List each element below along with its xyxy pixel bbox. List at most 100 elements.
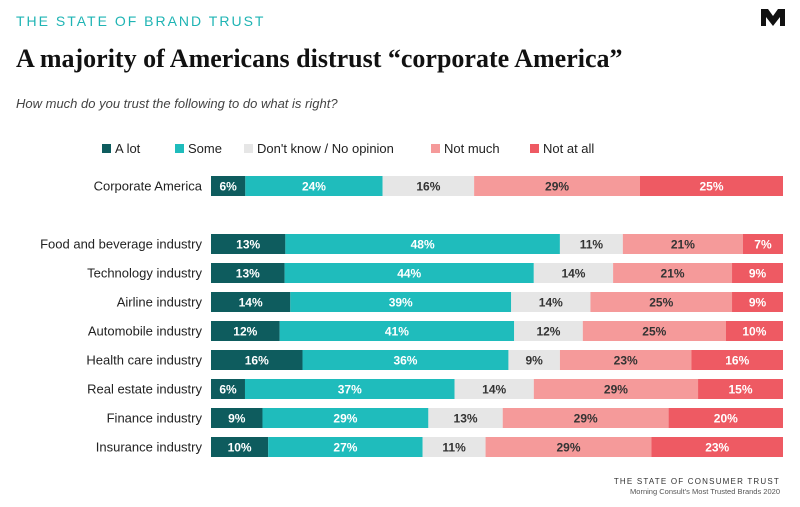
bar-segment-corporate-america-a-lot xyxy=(211,176,246,196)
data-label-technology-industry-a-lot: 13% xyxy=(236,267,260,281)
morning-consult-logo xyxy=(761,9,785,26)
legend-swatch-not-at-all xyxy=(530,144,539,153)
legend-label-not-much: Not much xyxy=(444,141,500,156)
category-label-airline-industry: Airline industry xyxy=(117,295,203,310)
data-label-corporate-america-not-at-all: 25% xyxy=(699,180,723,194)
category-label-automobile-industry: Automobile industry xyxy=(88,324,203,339)
category-label-corporate-america: Corporate America xyxy=(94,179,203,194)
bar-segment-airline-industry-not-much xyxy=(590,292,733,312)
bar-segment-technology-industry-not-at-all xyxy=(732,263,783,283)
bar-segment-finance-industry-not-at-all xyxy=(668,408,783,428)
legend-swatch-not-much xyxy=(431,144,440,153)
bar-segment-health-care-industry-not-at-all xyxy=(691,350,783,370)
data-label-technology-industry-not-much: 21% xyxy=(661,267,685,281)
data-label-corporate-america-don-t-know-no-opinion: 16% xyxy=(416,180,440,194)
footer-source-subtitle: Morning Consult’s Most Trusted Brands 20… xyxy=(630,487,780,496)
data-label-real-estate-industry-not-much: 29% xyxy=(604,383,628,397)
data-label-food-and-beverage-industry-a-lot: 13% xyxy=(236,238,260,252)
category-label-insurance-industry: Insurance industry xyxy=(96,440,203,455)
data-label-health-care-industry-not-much: 23% xyxy=(614,354,638,368)
legend-label-some: Some xyxy=(188,141,222,156)
category-label-health-care-industry: Health care industry xyxy=(86,353,202,368)
bar-segment-airline-industry-don-t-know-no-opinion xyxy=(511,292,591,312)
data-label-insurance-industry-not-much: 29% xyxy=(556,441,580,455)
bar-segment-real-estate-industry-some xyxy=(244,379,455,399)
data-label-technology-industry-not-at-all: 9% xyxy=(749,267,767,281)
data-label-real-estate-industry-a-lot: 6% xyxy=(219,383,237,397)
data-label-automobile-industry-don-t-know-no-opinion: 12% xyxy=(536,325,560,339)
bar-segment-real-estate-industry-not-much xyxy=(533,379,699,399)
bar-segment-corporate-america-don-t-know-no-opinion xyxy=(382,176,475,196)
bar-segment-corporate-america-some xyxy=(245,176,383,196)
bar-segment-food-and-beverage-industry-a-lot xyxy=(211,234,286,254)
bar-segment-health-care-industry-some xyxy=(302,350,509,370)
data-label-health-care-industry-some: 36% xyxy=(393,354,417,368)
bar-segment-airline-industry-some xyxy=(290,292,512,312)
data-label-airline-industry-some: 39% xyxy=(389,296,413,310)
data-label-health-care-industry-not-at-all: 16% xyxy=(725,354,749,368)
footer-source-title: THE STATE OF CONSUMER TRUST xyxy=(613,477,780,486)
chart-title: A majority of Americans distrust “corpor… xyxy=(16,44,623,73)
data-label-real-estate-industry-some: 37% xyxy=(338,383,362,397)
category-label-real-estate-industry: Real estate industry xyxy=(87,382,202,397)
data-label-insurance-industry-a-lot: 10% xyxy=(228,441,252,455)
chart-subtitle: How much do you trust the following to d… xyxy=(16,96,338,111)
bar-segment-technology-industry-a-lot xyxy=(211,263,285,283)
data-label-food-and-beverage-industry-not-at-all: 7% xyxy=(754,238,772,252)
data-label-automobile-industry-not-much: 25% xyxy=(642,325,666,339)
bar-segment-finance-industry-not-much xyxy=(502,408,669,428)
data-label-food-and-beverage-industry-not-much: 21% xyxy=(671,238,695,252)
data-label-insurance-industry-some: 27% xyxy=(333,441,357,455)
bar-segment-airline-industry-a-lot xyxy=(211,292,291,312)
bar-segment-automobile-industry-some xyxy=(279,321,515,341)
bar-segment-health-care-industry-a-lot xyxy=(211,350,303,370)
bar-segment-finance-industry-some xyxy=(262,408,429,428)
data-label-automobile-industry-not-at-all: 10% xyxy=(742,325,766,339)
data-label-real-estate-industry-don-t-know-no-opinion: 14% xyxy=(482,383,506,397)
data-label-insurance-industry-don-t-know-no-opinion: 11% xyxy=(442,441,466,455)
legend-swatch-dont-know xyxy=(244,144,253,153)
chart-kicker: THE STATE OF BRAND TRUST xyxy=(16,13,266,29)
bar-segment-automobile-industry-don-t-know-no-opinion xyxy=(514,321,583,341)
bar-segment-corporate-america-not-much xyxy=(474,176,640,196)
data-label-technology-industry-don-t-know-no-opinion: 14% xyxy=(561,267,585,281)
data-label-food-and-beverage-industry-don-t-know-no-opinion: 11% xyxy=(580,238,604,252)
legend-item-dont-know: Don't know / No opinion xyxy=(244,141,394,156)
data-label-airline-industry-don-t-know-no-opinion: 14% xyxy=(539,296,563,310)
legend-label-dont-know: Don't know / No opinion xyxy=(257,141,394,156)
bar-segment-real-estate-industry-don-t-know-no-opinion xyxy=(454,379,534,399)
bar-segment-food-and-beverage-industry-some xyxy=(285,234,560,254)
data-label-finance-industry-some: 29% xyxy=(333,412,357,426)
legend-swatch-some xyxy=(175,144,184,153)
bar-segment-technology-industry-some xyxy=(284,263,534,283)
data-label-real-estate-industry-not-at-all: 15% xyxy=(729,383,753,397)
data-label-health-care-industry-don-t-know-no-opinion: 9% xyxy=(526,354,544,368)
bar-segment-technology-industry-don-t-know-no-opinion xyxy=(533,263,614,283)
bar-segment-technology-industry-not-much xyxy=(613,263,733,283)
data-label-insurance-industry-not-at-all: 23% xyxy=(705,441,729,455)
data-label-automobile-industry-a-lot: 12% xyxy=(233,325,257,339)
data-label-finance-industry-not-much: 29% xyxy=(574,412,598,426)
bar-segment-food-and-beverage-industry-not-at-all xyxy=(742,234,783,254)
data-label-airline-industry-not-at-all: 9% xyxy=(749,296,767,310)
data-label-finance-industry-don-t-know-no-opinion: 13% xyxy=(454,412,478,426)
data-label-corporate-america-a-lot: 6% xyxy=(219,180,237,194)
bar-segment-automobile-industry-not-at-all xyxy=(725,321,783,341)
bar-segment-food-and-beverage-industry-not-much xyxy=(622,234,743,254)
data-label-airline-industry-not-much: 25% xyxy=(649,296,673,310)
legend-item-not-much: Not much xyxy=(431,141,500,156)
data-label-corporate-america-not-much: 29% xyxy=(545,180,569,194)
legend-item-not-at-all: Not at all xyxy=(530,141,594,156)
bar-segment-insurance-industry-some xyxy=(268,437,423,457)
bar-segment-airline-industry-not-at-all xyxy=(732,292,783,312)
data-label-food-and-beverage-industry-some: 48% xyxy=(411,238,435,252)
bar-segment-food-and-beverage-industry-don-t-know-no-opinion xyxy=(559,234,623,254)
bar-segment-health-care-industry-don-t-know-no-opinion xyxy=(508,350,560,370)
bar-segment-insurance-industry-not-at-all xyxy=(651,437,783,457)
data-label-finance-industry-a-lot: 9% xyxy=(228,412,246,426)
category-label-finance-industry: Finance industry xyxy=(107,411,203,426)
bar-segment-automobile-industry-a-lot xyxy=(211,321,280,341)
legend-item-a-lot: A lot xyxy=(102,141,140,156)
data-label-airline-industry-a-lot: 14% xyxy=(239,296,263,310)
